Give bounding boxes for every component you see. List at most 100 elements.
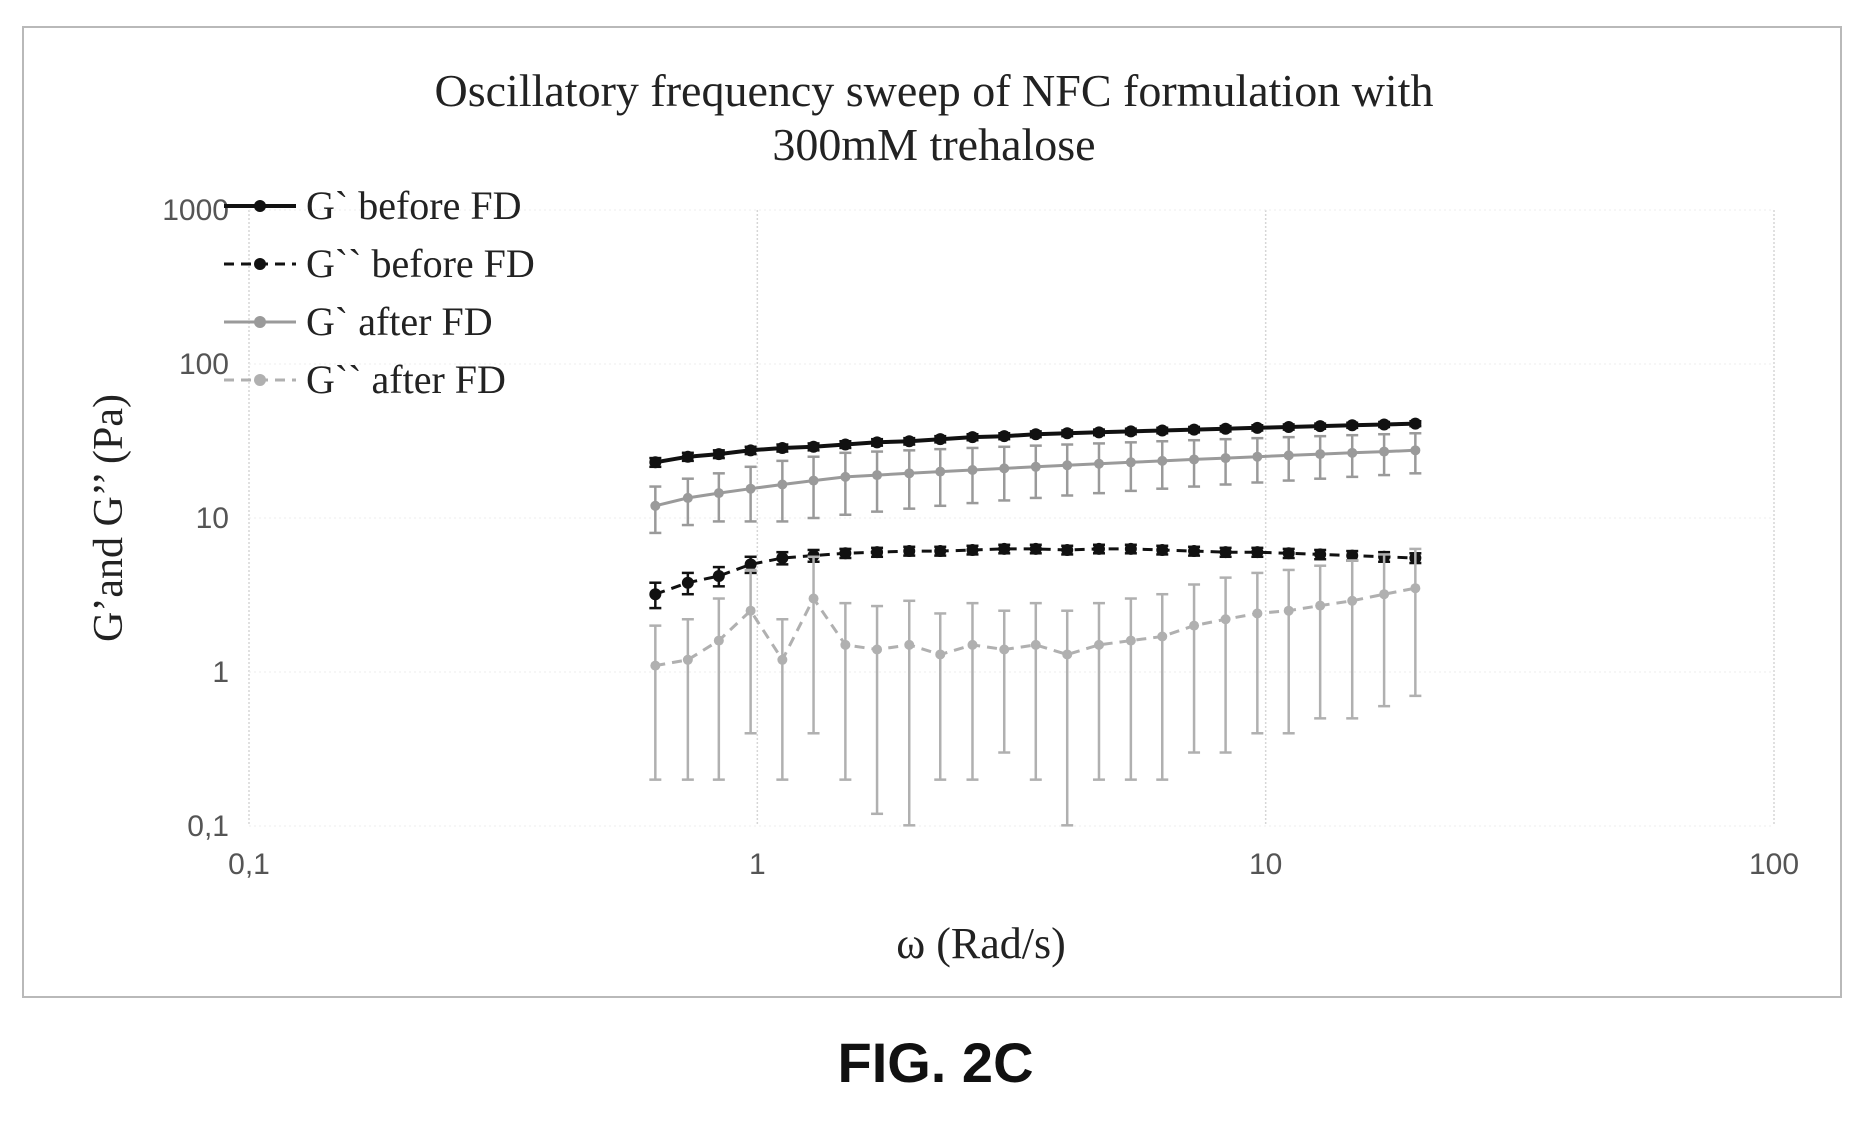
chart-title-line-1: Oscillatory frequency sweep of NFC formu… [435,65,1434,116]
legend-label: G` before FD [306,183,522,228]
legend-label: G` after FD [306,299,493,344]
data-point [871,436,884,449]
legend-item: G` before FD [224,183,522,228]
data-point [1378,418,1391,431]
data-point [1125,635,1136,646]
chart-frame: Oscillatory frequency sweep of NFC formu… [22,26,1842,998]
legend-item: G`` before FD [224,241,535,286]
data-point [1124,542,1137,555]
legend-marker [254,374,266,386]
data-point [1093,458,1104,469]
data-point [935,466,946,477]
data-point [1062,460,1073,471]
y-axis-label: G’and G’’ (Pa) [86,394,132,642]
data-point [1188,545,1201,558]
data-point [1314,420,1327,433]
data-point [1030,639,1041,650]
series-3 [649,547,1422,827]
data-point [681,576,694,589]
data-point [998,430,1011,443]
series-layer [649,417,1422,827]
data-point [1125,457,1136,468]
data-point [839,547,852,560]
data-point [1315,600,1326,611]
data-point [1220,453,1231,464]
data-point [1188,423,1201,436]
tick-label-layer: 0,1 1 10 100 0,1 1 10 100 1000 [162,194,1799,881]
data-point [807,440,820,453]
data-point [871,546,884,559]
data-point [712,570,725,583]
legend-marker [254,200,266,212]
data-point [1061,543,1074,556]
chart-svg: Oscillatory frequency sweep of NFC formu… [86,65,1799,968]
chart-title-line-2: 300mM trehalose [772,119,1095,170]
data-point [745,605,756,616]
data-point [682,654,693,665]
y-tick-label: 10 [196,502,229,535]
data-point [712,448,725,461]
data-point [1409,417,1422,430]
x-axis-label: ω (Rad/s) [896,919,1066,968]
data-point [1283,605,1294,616]
data-point [1283,450,1294,461]
data-point [1252,608,1263,619]
data-point [840,639,851,650]
data-point [776,441,789,454]
data-point [934,433,947,446]
series-line [654,547,1416,596]
data-point [682,492,693,503]
y-tick-label: 1 [212,656,229,689]
data-point [777,479,788,490]
data-point [935,649,946,660]
series-1 [649,542,1422,610]
data-point [1157,631,1168,642]
data-point [649,456,662,469]
data-point [872,470,883,481]
series-2 [649,432,1422,535]
data-point [1062,649,1073,660]
data-point [713,635,724,646]
data-point [1092,426,1105,439]
data-point [1124,425,1137,438]
data-point [903,545,916,558]
data-point [1029,428,1042,441]
data-point [1379,446,1390,457]
data-point [1156,424,1169,437]
data-point [967,464,978,475]
data-point [744,558,757,571]
y-tick-label: 100 [179,348,229,381]
data-point [650,500,661,511]
data-point [1092,542,1105,555]
data-point [998,542,1011,555]
data-point [1410,445,1421,456]
legend-item: G`` after FD [224,357,506,402]
data-point [934,545,947,558]
data-point [650,660,661,671]
data-point [999,644,1010,655]
y-tick-label: 0,1 [187,810,229,843]
data-point [1189,620,1200,631]
data-point [1282,547,1295,560]
data-point [1346,419,1359,432]
data-point [1346,549,1359,562]
data-point [808,475,819,486]
figure-label: FIG. 2C [837,1031,1034,1094]
data-point [1189,454,1200,465]
data-point [1314,548,1327,561]
grid-layer [248,209,1775,827]
data-point [1219,422,1232,435]
data-point [1251,546,1264,559]
x-tick-label: 0,1 [228,848,270,881]
data-point [1347,595,1358,606]
data-point [744,444,757,457]
data-point [840,471,851,482]
data-point [1410,583,1421,594]
data-point [967,639,978,650]
data-point [808,593,819,604]
data-point [872,644,883,655]
legend-label: G`` before FD [306,241,535,286]
data-point [1030,461,1041,472]
data-point [1093,639,1104,650]
data-point [904,639,915,650]
